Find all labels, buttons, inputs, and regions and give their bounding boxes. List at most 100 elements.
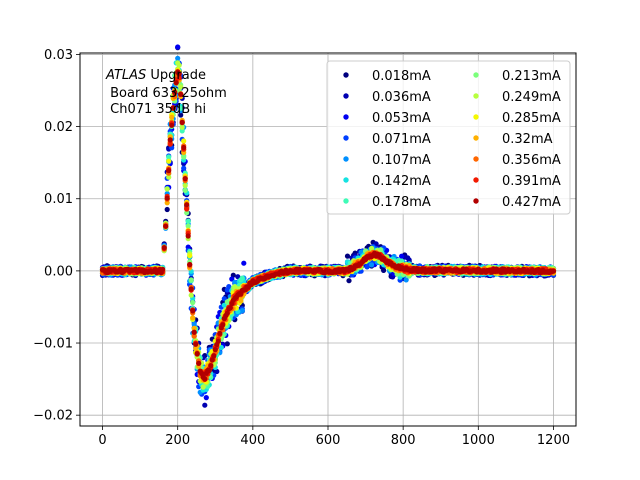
legend-label: 0.142mA [372,174,431,189]
legend-label: 0.213mA [502,69,561,84]
data-point [188,292,194,298]
data-point [166,158,172,164]
x-tick-label: 400 [240,433,265,448]
data-point [164,195,170,201]
data-point [241,260,247,266]
data-point [215,338,221,344]
legend-label: 0.178mA [372,195,431,210]
legend-marker [473,198,479,204]
data-point [190,308,196,314]
data-point [191,321,197,328]
data-point [185,218,191,224]
data-point [188,277,194,283]
data-point [208,363,214,369]
data-point [184,202,190,208]
data-point [164,186,170,192]
data-point [224,341,230,347]
data-point [406,257,412,263]
data-point [206,368,212,374]
legend-label: 0.356mA [502,153,561,168]
legend-marker [473,114,479,120]
legend-marker [343,198,349,204]
data-point [187,253,193,259]
legend-marker [343,177,349,183]
y-tick-label: −0.02 [33,409,73,424]
data-point [172,89,178,95]
x-tick-label: 800 [391,433,416,448]
data-point [550,268,557,274]
data-point [178,112,184,118]
legend-marker [343,135,349,141]
y-tick-label: −0.01 [33,337,73,352]
legend-label: 0.018mA [372,69,431,84]
x-tick-label: 1200 [537,433,570,448]
data-point [203,395,209,401]
data-point [220,322,226,328]
legend-marker [343,156,349,162]
data-point [175,55,181,61]
y-tick-label: 0.02 [44,120,73,135]
annotation-line3: Ch071 35dB hi [106,102,206,117]
annotation-line1-rest: Upgrade [146,68,206,83]
legend-label: 0.107mA [372,153,431,168]
data-point [182,182,188,189]
legend-label: 0.036mA [372,90,431,105]
legend: 0.018mA 0.036mA 0.053mA 0.071mA 0.107mA 0.142… [326,60,571,215]
data-point [221,302,227,308]
data-point [191,325,197,331]
data-point [178,91,184,97]
data-point [224,310,230,316]
legend-label: 0.427mA [502,195,561,210]
data-point [209,357,215,363]
y-tick-label: 0.01 [44,192,73,207]
data-point [175,44,181,50]
data-point [238,298,244,304]
data-point [369,262,375,268]
data-point [193,341,199,347]
data-point [212,347,218,353]
data-point [160,266,166,272]
x-tick-label: 1000 [462,433,495,448]
x-tick-label: 200 [165,433,190,448]
data-point [187,262,193,268]
data-point [166,168,172,174]
data-point [163,223,169,229]
data-point [181,144,187,151]
data-point [191,329,197,335]
legend-marker [343,72,349,78]
annotation-line2: Board 633 25ohm [106,86,227,101]
data-point [176,62,182,68]
data-point [239,275,245,281]
annotation-italic: ATLAS [105,68,146,83]
data-point [194,351,200,357]
data-point [184,206,190,212]
data-point [178,84,184,90]
data-point [179,124,185,130]
data-point [173,80,179,86]
data-point [164,206,170,213]
data-point [184,210,190,216]
data-point [167,137,173,143]
data-point [191,333,197,339]
legend-label: 0.053mA [372,111,431,126]
data-point [190,315,196,321]
data-point [188,286,194,292]
data-point [346,278,352,284]
data-point [181,138,187,144]
annotation-line1: ATLAS Upgrade [105,68,206,83]
legend-marker [343,93,349,99]
data-point [182,176,188,182]
data-point [239,308,245,314]
data-point [399,253,405,259]
data-point [217,330,223,336]
data-point [181,165,187,171]
data-point [403,277,409,283]
data-point [202,402,208,408]
data-point [381,267,387,273]
data-point [202,376,208,382]
data-point [166,154,172,160]
data-point [178,105,184,111]
legend-label: 0.391mA [502,174,561,189]
data-point [214,368,220,375]
legend-label: 0.285mA [502,111,561,126]
